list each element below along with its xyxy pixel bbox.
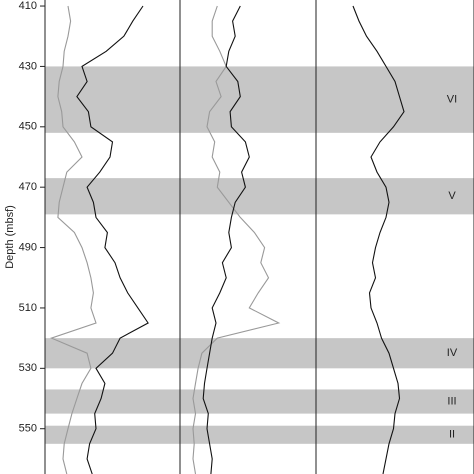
y-tick-label: 450 (19, 121, 37, 133)
zone-band (45, 338, 474, 369)
log-curve (192, 5, 281, 474)
y-tick-label: 470 (19, 181, 37, 193)
y-axis-label: Depth (mbsf) (4, 205, 16, 269)
zone-band (45, 389, 474, 414)
y-tick-label: 530 (19, 362, 37, 374)
y-tick-label: 410 (19, 0, 37, 12)
y-tick-label: 490 (19, 241, 37, 253)
zone-band (45, 178, 474, 215)
zone-label: II (449, 429, 455, 441)
y-tick-label: 510 (19, 302, 37, 314)
zone-band (45, 66, 474, 133)
log-curve (49, 5, 97, 474)
zone-label: VI (447, 94, 457, 106)
y-tick-label: 430 (19, 60, 37, 72)
y-tick-label: 550 (19, 423, 37, 435)
log-curve (202, 5, 250, 474)
zone-label: V (448, 190, 456, 202)
zone-label: III (447, 395, 456, 407)
log-curve (352, 5, 405, 474)
zone-label: IV (447, 347, 458, 359)
log-curve (76, 5, 149, 474)
zone-band (45, 425, 474, 444)
